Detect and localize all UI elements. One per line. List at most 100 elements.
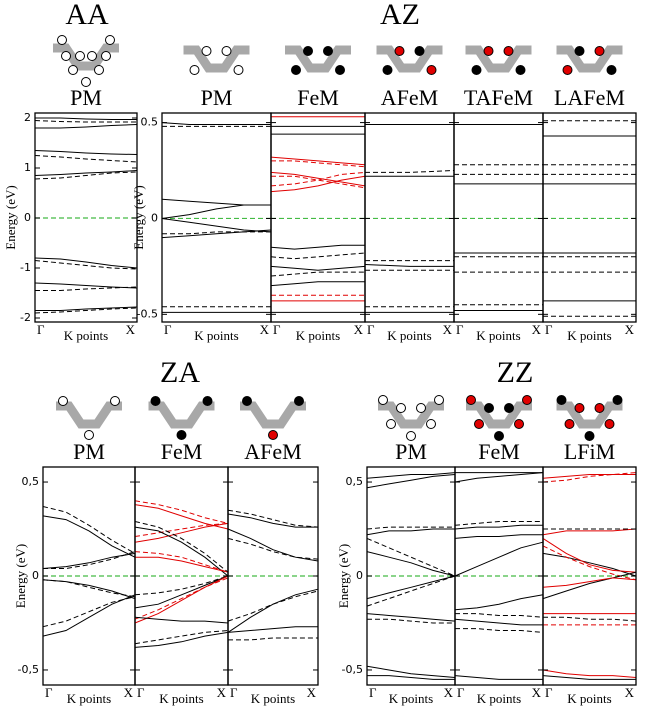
y-tick-label: 0,5 bbox=[22, 475, 40, 488]
band bbox=[228, 637, 318, 641]
group-title: ZZ bbox=[497, 356, 534, 389]
atom bbox=[303, 46, 313, 56]
band bbox=[542, 675, 636, 680]
band bbox=[35, 286, 138, 291]
band bbox=[42, 594, 136, 637]
band bbox=[162, 231, 271, 235]
atom bbox=[594, 46, 605, 56]
band bbox=[270, 171, 366, 187]
lattice-icon bbox=[376, 45, 443, 75]
atom bbox=[101, 51, 111, 61]
y-tick-label: 1 bbox=[24, 161, 31, 174]
atom bbox=[574, 46, 585, 56]
y-tick-label: -0.5 bbox=[137, 307, 158, 320]
atom bbox=[105, 35, 115, 45]
atom bbox=[594, 403, 605, 413]
band bbox=[454, 521, 543, 526]
x-tick-label: X bbox=[260, 322, 270, 337]
band bbox=[42, 515, 136, 558]
ribbon bbox=[378, 401, 444, 429]
band bbox=[227, 509, 319, 528]
x-axis-label: K points bbox=[296, 328, 340, 343]
x-axis-label: K points bbox=[567, 328, 611, 343]
x-tick-label: Γ bbox=[545, 322, 553, 337]
band bbox=[42, 579, 136, 600]
band bbox=[542, 577, 637, 588]
x-axis-label: K points bbox=[194, 328, 238, 343]
x-tick-label: Γ bbox=[37, 322, 45, 337]
panel-frame bbox=[42, 466, 136, 686]
band bbox=[134, 577, 229, 620]
band bbox=[366, 528, 455, 536]
band bbox=[161, 229, 272, 239]
band bbox=[134, 631, 229, 648]
atom bbox=[504, 403, 514, 413]
band bbox=[542, 537, 637, 573]
band bbox=[366, 551, 456, 577]
band bbox=[34, 155, 138, 163]
band bbox=[34, 282, 138, 289]
x-tick-label: X bbox=[307, 685, 317, 700]
band bbox=[34, 307, 138, 314]
band bbox=[227, 513, 318, 528]
band bbox=[366, 537, 456, 577]
atom bbox=[291, 65, 301, 75]
lattice-icon bbox=[53, 35, 119, 87]
panel-label: PM bbox=[70, 85, 102, 110]
atom bbox=[335, 65, 345, 75]
atom bbox=[323, 46, 333, 56]
band bbox=[366, 526, 455, 530]
band bbox=[135, 556, 229, 573]
x-tick-label: X bbox=[444, 685, 454, 700]
panel-label: LAFeM bbox=[554, 85, 625, 110]
x-tick-label: X bbox=[124, 685, 134, 700]
panel-frame bbox=[270, 112, 366, 323]
y-tick-label: 0.5 bbox=[141, 116, 159, 129]
group-title: AA bbox=[65, 0, 109, 31]
y-tick-label: -0,5 bbox=[342, 663, 363, 676]
atom bbox=[58, 396, 68, 406]
atom bbox=[81, 77, 91, 87]
y-tick-label: -1 bbox=[20, 261, 31, 274]
x-tick-label: X bbox=[625, 685, 635, 700]
band bbox=[270, 156, 366, 166]
ribbon bbox=[56, 401, 122, 429]
lattice-icon bbox=[556, 395, 623, 441]
atom bbox=[426, 65, 437, 75]
y-tick-label: 0 bbox=[32, 569, 39, 582]
atom bbox=[75, 51, 85, 61]
band bbox=[270, 252, 366, 260]
band bbox=[366, 474, 456, 489]
atom bbox=[202, 396, 213, 406]
x-tick-label: Γ bbox=[273, 322, 281, 337]
band bbox=[134, 575, 229, 624]
band bbox=[366, 472, 456, 479]
atom bbox=[503, 46, 514, 56]
x-axis-label: K points bbox=[387, 328, 431, 343]
band bbox=[366, 575, 456, 600]
atom bbox=[176, 430, 187, 440]
atom bbox=[294, 396, 304, 406]
band bbox=[366, 575, 456, 607]
y-axis-label: Energy (eV) bbox=[336, 544, 351, 608]
panel-label: PM bbox=[73, 439, 105, 464]
panel-frame bbox=[134, 466, 229, 686]
band bbox=[161, 198, 271, 206]
x-tick-label: Γ bbox=[369, 685, 377, 700]
lattice-icon bbox=[148, 396, 215, 440]
band bbox=[542, 474, 636, 479]
panel-label: AFeM bbox=[244, 439, 301, 464]
band bbox=[227, 590, 319, 622]
band bbox=[161, 204, 271, 219]
x-axis-label: K points bbox=[159, 691, 203, 706]
y-tick-label: 0 bbox=[356, 569, 363, 582]
atom bbox=[268, 430, 278, 440]
band bbox=[134, 522, 229, 543]
ribbon bbox=[183, 45, 250, 73]
y-tick-label: 2 bbox=[24, 111, 31, 124]
y-axis-label: Energy (eV) bbox=[13, 544, 28, 608]
atom bbox=[87, 51, 97, 61]
band bbox=[454, 534, 543, 539]
panel-label: LFiM bbox=[564, 439, 615, 464]
band bbox=[455, 628, 544, 633]
